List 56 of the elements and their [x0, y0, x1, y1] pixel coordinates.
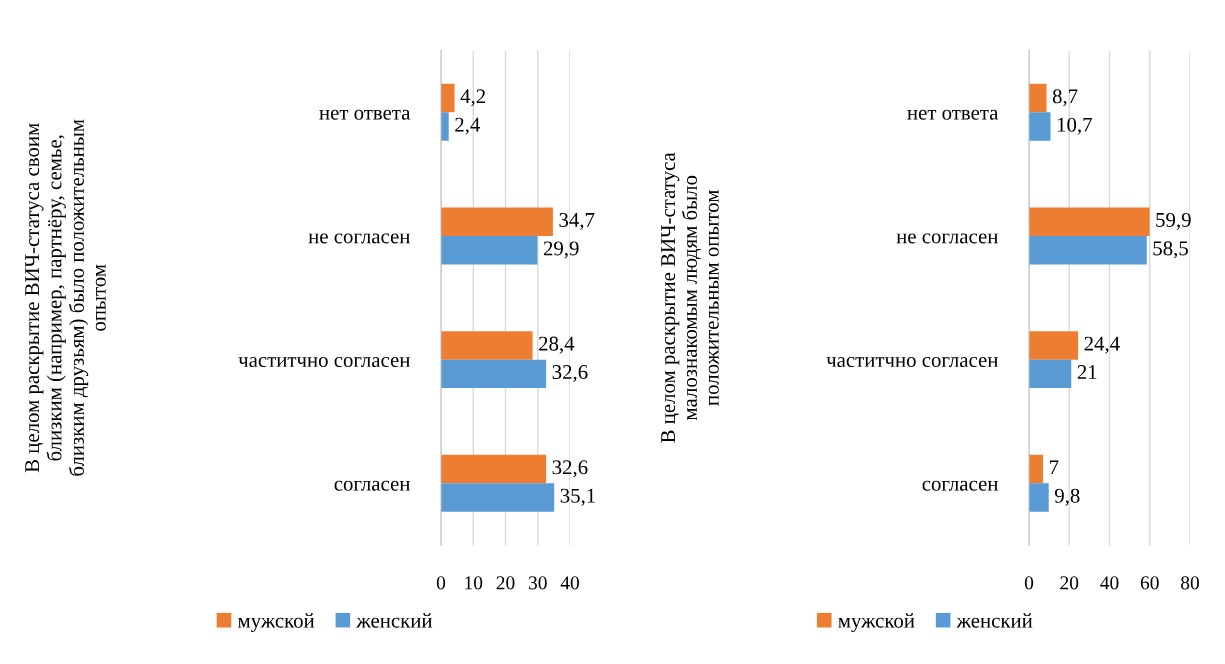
- data-label: 10,7: [1057, 117, 1092, 135]
- bar: [1029, 83, 1047, 113]
- bar: [441, 359, 547, 389]
- y-tick-label: частитчно согласен: [826, 357, 998, 368]
- data-label: 9,8: [1054, 488, 1080, 506]
- data-label: 21: [1077, 365, 1097, 379]
- data-label: 29,9: [543, 241, 579, 259]
- bar: [1029, 359, 1072, 389]
- bar: [441, 483, 555, 512]
- y-tick-label: не согласен: [308, 233, 410, 244]
- data-label: 7: [1050, 460, 1059, 475]
- bar: [1029, 235, 1147, 265]
- x-tick-label: 20: [496, 576, 515, 590]
- bar: [1029, 331, 1079, 360]
- data-label: 32,6: [552, 365, 588, 383]
- bar: [1029, 207, 1150, 236]
- data-label: 34,7: [559, 212, 595, 230]
- data-label: 4,2: [460, 89, 485, 107]
- x-tick-label: 40: [1100, 576, 1119, 590]
- legend-label: женский: [956, 613, 1033, 628]
- x-tick-label: 30: [528, 576, 547, 590]
- bar: [1029, 112, 1051, 141]
- data-label: 58,5: [1153, 241, 1188, 259]
- y-tick-label: нет ответа: [907, 109, 999, 120]
- data-label: 24,4: [1084, 336, 1120, 354]
- data-label: 35,1: [560, 488, 595, 506]
- data-label: 2,4: [455, 117, 481, 135]
- data-label: 8,7: [1052, 89, 1078, 107]
- bar: [441, 112, 449, 141]
- x-tick-label: 0: [1024, 576, 1034, 590]
- legend-label: женский: [356, 613, 433, 628]
- y-tick-label: нет ответа: [319, 109, 411, 120]
- y-tick-label: согласен: [922, 480, 998, 491]
- bar: [1029, 454, 1044, 484]
- x-tick-label: 0: [436, 576, 446, 590]
- bar: [441, 207, 553, 236]
- x-tick-label: 10: [465, 576, 483, 590]
- y-axis-title: В целом раскрытие ВИЧ-статуса своим близким (например, партнёру, семье, близким друзьям) было положительным опытом: [25, 119, 106, 476]
- bar: [441, 235, 538, 265]
- bar: [441, 454, 547, 484]
- x-tick-label: 20: [1060, 576, 1079, 590]
- data-label: 59,9: [1156, 212, 1191, 230]
- legend-label: мужской: [238, 613, 315, 632]
- bar: [441, 83, 455, 113]
- x-tick-label: 60: [1140, 576, 1159, 590]
- bar: [1029, 483, 1049, 512]
- data-label: 32,6: [552, 460, 588, 478]
- y-tick-label: согласен: [334, 480, 410, 491]
- y-axis-title: В целом раскрытие ВИЧ-статуса малознакомым людям было положительным опытом: [661, 152, 719, 443]
- x-tick-label: 40: [560, 576, 579, 590]
- legend-label: мужской: [838, 613, 915, 632]
- x-tick-label: 80: [1181, 576, 1199, 590]
- data-label: 28,4: [539, 336, 575, 354]
- y-tick-label: не согласен: [896, 233, 998, 244]
- bar: [441, 331, 533, 360]
- y-tick-label: частитчно согласен: [238, 357, 410, 368]
